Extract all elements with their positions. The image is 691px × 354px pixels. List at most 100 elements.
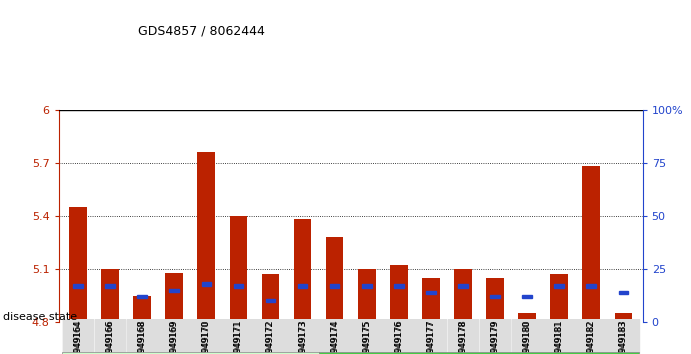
Bar bbox=[448, 319, 478, 354]
Bar bbox=[551, 274, 568, 322]
Text: GDS4857 / 8062444: GDS4857 / 8062444 bbox=[138, 25, 265, 38]
Bar bbox=[326, 237, 343, 322]
Text: GSM949180: GSM949180 bbox=[522, 320, 531, 354]
Bar bbox=[512, 319, 542, 354]
Text: GSM949166: GSM949166 bbox=[106, 320, 115, 354]
Bar bbox=[63, 319, 93, 354]
Bar bbox=[384, 319, 414, 354]
Bar bbox=[518, 313, 536, 322]
Text: GSM949164: GSM949164 bbox=[73, 320, 82, 354]
Bar bbox=[102, 269, 119, 322]
Bar bbox=[512, 319, 542, 354]
Bar bbox=[351, 319, 381, 354]
Bar bbox=[454, 269, 472, 322]
Bar bbox=[165, 273, 183, 322]
Text: GSM949182: GSM949182 bbox=[587, 320, 596, 354]
Text: GSM949178: GSM949178 bbox=[458, 320, 468, 354]
Bar bbox=[126, 319, 157, 354]
Bar bbox=[73, 285, 83, 288]
Text: GSM949170: GSM949170 bbox=[202, 320, 211, 354]
Bar bbox=[490, 295, 500, 298]
Bar bbox=[422, 278, 439, 322]
Text: GSM949177: GSM949177 bbox=[426, 320, 435, 354]
Text: GSM949172: GSM949172 bbox=[266, 320, 275, 354]
Bar bbox=[191, 319, 221, 354]
Bar bbox=[255, 319, 286, 354]
Bar bbox=[486, 278, 504, 322]
Bar bbox=[255, 319, 285, 354]
Bar bbox=[390, 266, 408, 322]
Bar bbox=[95, 319, 124, 354]
Text: disease state: disease state bbox=[3, 312, 77, 322]
Bar bbox=[583, 166, 600, 322]
Bar bbox=[319, 319, 350, 354]
Bar bbox=[448, 319, 477, 354]
Bar bbox=[265, 299, 275, 302]
Text: GSM949177: GSM949177 bbox=[426, 320, 435, 354]
Bar bbox=[614, 313, 632, 322]
Text: GSM949166: GSM949166 bbox=[106, 320, 115, 354]
Text: GSM949176: GSM949176 bbox=[395, 320, 404, 354]
Bar bbox=[480, 319, 509, 354]
Text: GSM949169: GSM949169 bbox=[170, 320, 179, 354]
Text: GSM949169: GSM949169 bbox=[170, 320, 179, 354]
Text: GSM949173: GSM949173 bbox=[298, 320, 307, 354]
Bar bbox=[294, 219, 312, 322]
Bar bbox=[133, 296, 151, 322]
Bar bbox=[415, 319, 446, 354]
Bar bbox=[608, 319, 638, 354]
Bar bbox=[234, 285, 243, 288]
Bar bbox=[62, 352, 319, 354]
Bar bbox=[544, 319, 575, 354]
Bar bbox=[287, 319, 318, 354]
Bar bbox=[298, 285, 307, 288]
Bar bbox=[426, 291, 436, 294]
Bar bbox=[415, 319, 446, 354]
Bar bbox=[126, 319, 158, 354]
Bar bbox=[159, 319, 189, 354]
Bar bbox=[351, 319, 382, 354]
Text: GSM949183: GSM949183 bbox=[619, 320, 628, 354]
Bar bbox=[576, 319, 606, 354]
Bar bbox=[138, 295, 147, 298]
Bar bbox=[69, 207, 87, 322]
Text: GSM949181: GSM949181 bbox=[555, 320, 564, 354]
Bar bbox=[587, 285, 596, 288]
Bar bbox=[319, 352, 639, 354]
Bar bbox=[608, 319, 638, 354]
Bar bbox=[319, 319, 349, 354]
Bar bbox=[358, 269, 375, 322]
Text: GSM949179: GSM949179 bbox=[491, 320, 500, 354]
Text: GSM949170: GSM949170 bbox=[202, 320, 211, 354]
Bar bbox=[522, 295, 532, 298]
Bar bbox=[223, 319, 254, 354]
Bar bbox=[576, 319, 607, 354]
Bar bbox=[554, 285, 564, 288]
Bar bbox=[223, 319, 253, 354]
Bar bbox=[198, 152, 215, 322]
Text: GSM949176: GSM949176 bbox=[395, 320, 404, 354]
Bar bbox=[262, 274, 279, 322]
Bar bbox=[330, 285, 339, 288]
Text: GSM949174: GSM949174 bbox=[330, 320, 339, 354]
Bar bbox=[202, 282, 211, 285]
Bar bbox=[63, 319, 93, 354]
Text: GSM949175: GSM949175 bbox=[362, 320, 371, 354]
Bar bbox=[384, 319, 413, 354]
Bar bbox=[191, 319, 222, 354]
Bar bbox=[394, 285, 404, 288]
Text: GSM949175: GSM949175 bbox=[362, 320, 371, 354]
Text: GSM949173: GSM949173 bbox=[298, 320, 307, 354]
Text: GSM949181: GSM949181 bbox=[555, 320, 564, 354]
Text: GSM949182: GSM949182 bbox=[587, 320, 596, 354]
Text: GSM949171: GSM949171 bbox=[234, 320, 243, 354]
Text: GSM949168: GSM949168 bbox=[138, 320, 146, 354]
Text: GSM949180: GSM949180 bbox=[522, 320, 531, 354]
Text: GSM949172: GSM949172 bbox=[266, 320, 275, 354]
Text: GSM949178: GSM949178 bbox=[458, 320, 468, 354]
Bar bbox=[287, 319, 317, 354]
Bar bbox=[159, 319, 189, 354]
Text: GSM949171: GSM949171 bbox=[234, 320, 243, 354]
Bar bbox=[480, 319, 511, 354]
Bar bbox=[169, 289, 179, 292]
